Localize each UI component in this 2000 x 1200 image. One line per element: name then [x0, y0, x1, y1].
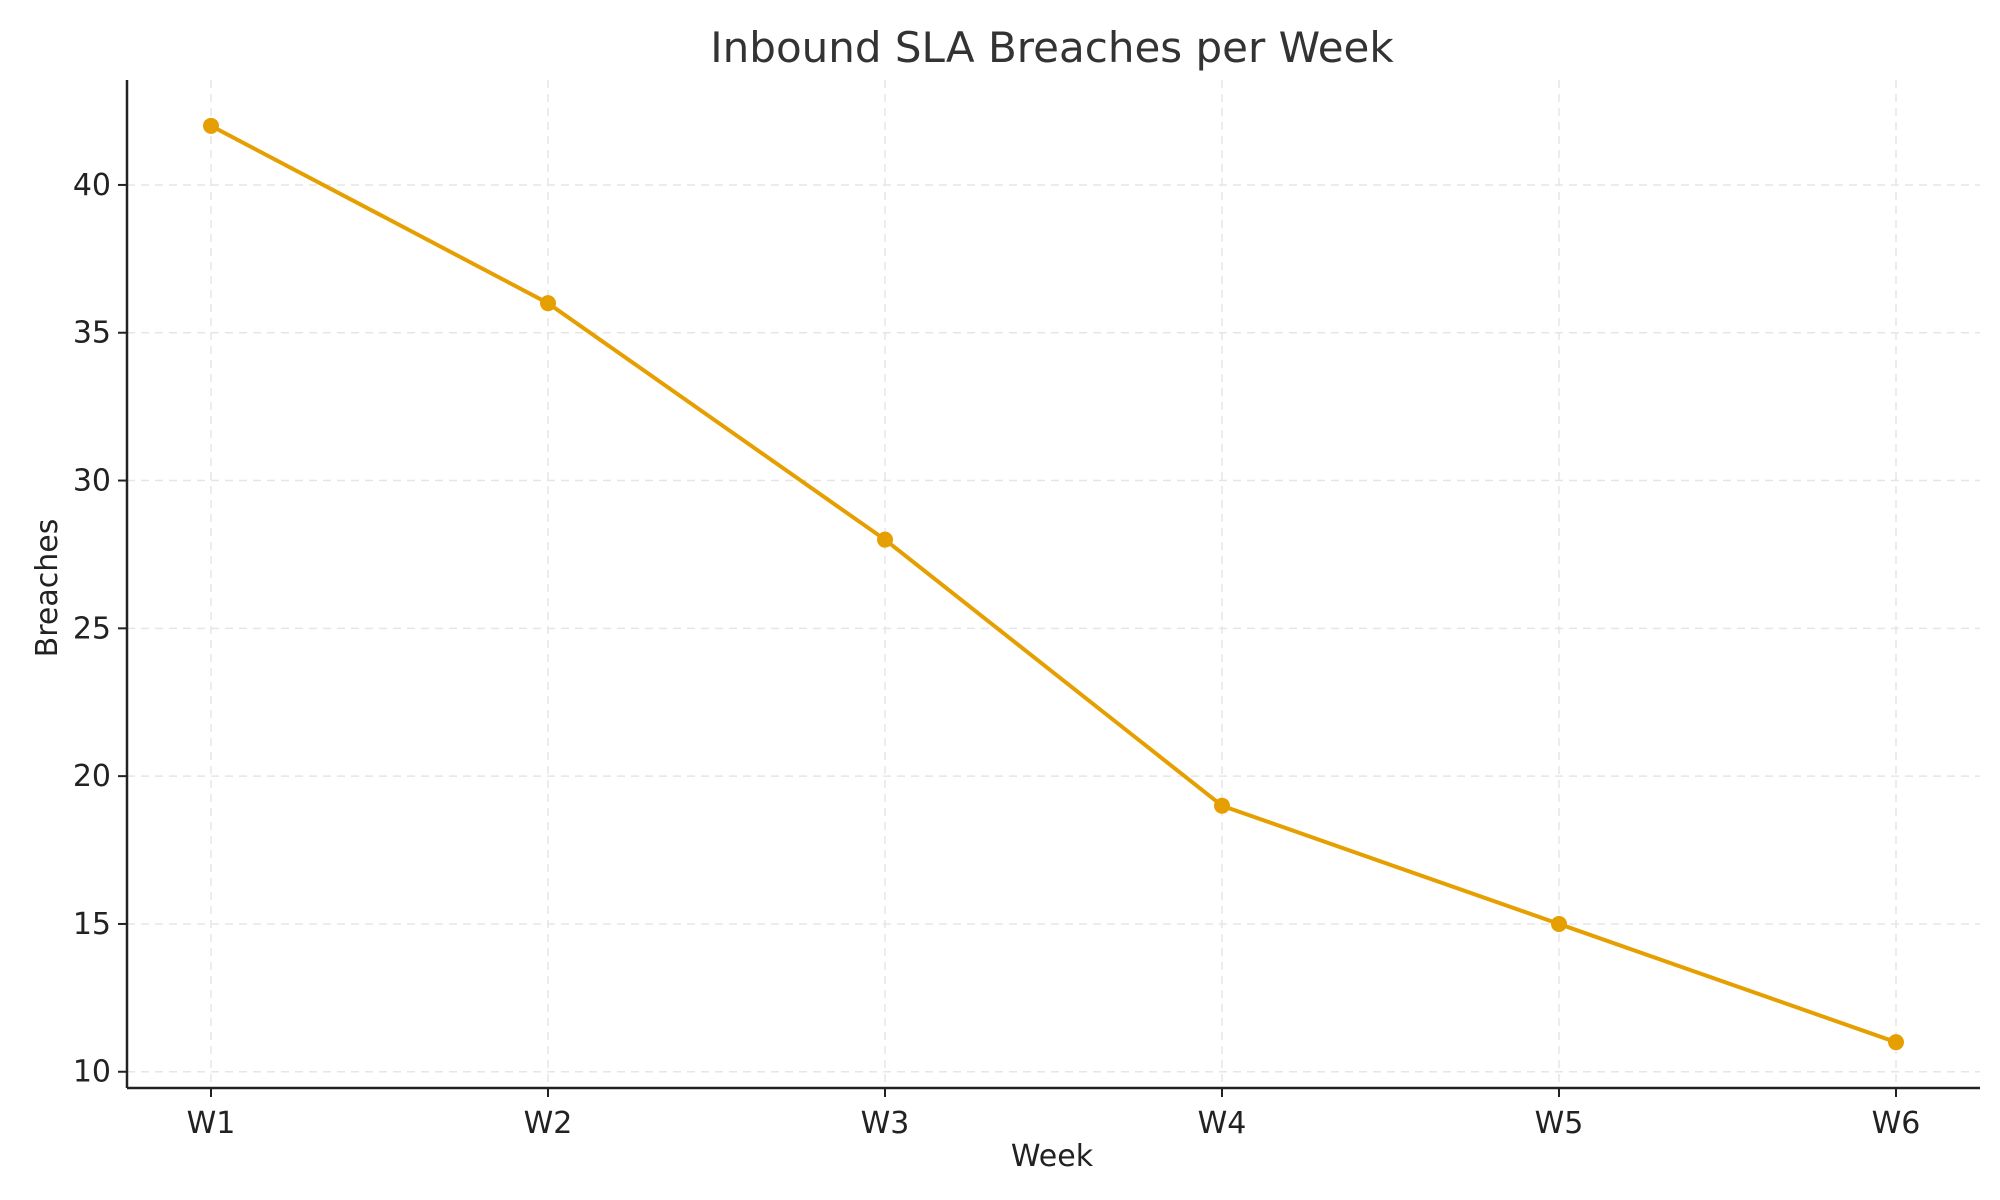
x-axis-label: Week: [1011, 1139, 1094, 1174]
data-point: [1214, 797, 1230, 814]
y-axis-label: Breaches: [30, 519, 65, 658]
chart-title: Inbound SLA Breaches per Week: [710, 23, 1394, 72]
y-tick-label: 40: [73, 168, 111, 203]
x-tick-label: W1: [187, 1106, 236, 1141]
axes: [125, 80, 1980, 1090]
data-point: [1888, 1034, 1904, 1051]
y-tick-label: 25: [73, 611, 111, 646]
y-tick-label: 15: [73, 907, 111, 942]
data-point: [877, 531, 893, 548]
x-tick-label: W5: [1535, 1106, 1584, 1141]
y-tick-label: 35: [73, 316, 111, 351]
series-line: [210, 124, 1897, 1045]
x-tick-label: W4: [1198, 1106, 1247, 1141]
y-tick-label: 20: [73, 759, 111, 794]
grid: [127, 80, 1980, 1088]
data-point: [540, 295, 556, 312]
data-point: [203, 117, 219, 134]
y-tick-label: 30: [73, 464, 111, 499]
y-axis-ticks: 10 15 20 25 30 35 40: [73, 168, 127, 1090]
series-layer: [203, 117, 1904, 1051]
x-axis-ticks: W1 W2 W3 W4 W5 W6: [187, 1088, 1921, 1141]
data-point: [1551, 915, 1567, 932]
x-tick-label: W6: [1872, 1106, 1921, 1141]
x-tick-label: W3: [861, 1106, 910, 1141]
x-tick-label: W2: [524, 1106, 573, 1141]
y-tick-label: 10: [73, 1055, 111, 1090]
